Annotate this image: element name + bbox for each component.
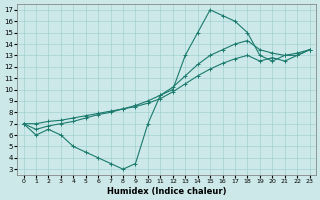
- X-axis label: Humidex (Indice chaleur): Humidex (Indice chaleur): [107, 187, 226, 196]
